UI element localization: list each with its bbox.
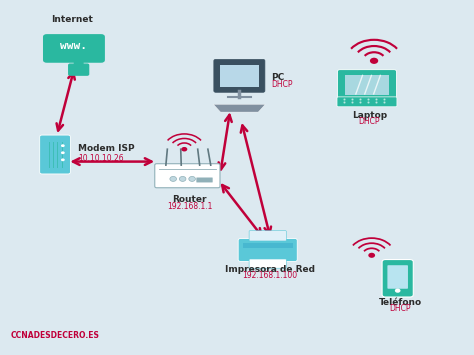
Text: PC: PC (272, 73, 285, 82)
Circle shape (189, 176, 195, 181)
Circle shape (61, 158, 65, 161)
FancyBboxPatch shape (249, 259, 286, 268)
FancyBboxPatch shape (155, 164, 220, 188)
Circle shape (179, 176, 186, 181)
FancyBboxPatch shape (43, 34, 105, 63)
FancyBboxPatch shape (74, 55, 83, 67)
Text: DHCP: DHCP (359, 118, 380, 126)
Text: www.: www. (61, 40, 87, 51)
Circle shape (181, 147, 187, 152)
Circle shape (395, 289, 401, 293)
Text: Laptop: Laptop (352, 111, 387, 120)
FancyBboxPatch shape (243, 243, 292, 248)
FancyBboxPatch shape (69, 64, 89, 75)
Text: Modem ISP: Modem ISP (78, 144, 134, 153)
Circle shape (61, 144, 65, 147)
Circle shape (370, 58, 378, 64)
FancyBboxPatch shape (238, 239, 297, 262)
Text: Router: Router (173, 195, 207, 204)
Polygon shape (213, 104, 265, 112)
Text: DHCP: DHCP (272, 80, 293, 89)
FancyBboxPatch shape (345, 75, 389, 95)
Text: CCNADESDECERO.ES: CCNADESDECERO.ES (10, 331, 99, 340)
FancyBboxPatch shape (220, 65, 259, 87)
Circle shape (368, 253, 375, 258)
Text: 192.168.1.100: 192.168.1.100 (243, 271, 298, 280)
Circle shape (61, 151, 65, 154)
FancyBboxPatch shape (337, 70, 397, 100)
FancyBboxPatch shape (337, 97, 397, 107)
Text: Impresora de Red: Impresora de Red (225, 265, 315, 274)
FancyBboxPatch shape (387, 265, 408, 289)
Text: 192.168.1.1: 192.168.1.1 (167, 202, 212, 211)
Text: DHCP: DHCP (389, 304, 411, 313)
FancyBboxPatch shape (196, 178, 213, 182)
Text: Teléfono: Teléfono (378, 298, 421, 307)
Circle shape (170, 176, 176, 181)
FancyBboxPatch shape (382, 260, 413, 297)
Text: Internet: Internet (51, 15, 92, 24)
FancyBboxPatch shape (214, 59, 265, 92)
FancyBboxPatch shape (40, 135, 71, 174)
FancyBboxPatch shape (249, 231, 286, 241)
Text: 10.10.10.26: 10.10.10.26 (78, 154, 123, 163)
